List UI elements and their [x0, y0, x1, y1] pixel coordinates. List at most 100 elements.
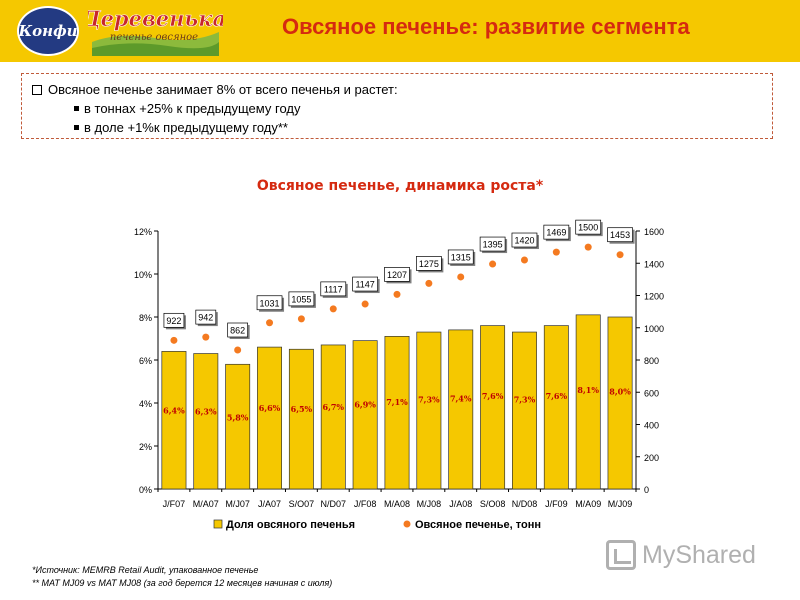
- point-value-label: 862: [230, 326, 245, 336]
- y-right-tick-label: 1600: [644, 227, 664, 237]
- summary-sub-text-tons: в тоннах +25% к предыдущему году: [84, 101, 301, 116]
- point-value-label: 1453: [610, 230, 630, 240]
- bar-share: [352, 340, 378, 490]
- x-tick-label: J/A08: [449, 499, 472, 509]
- x-tick-label: N/D07: [321, 499, 347, 509]
- y-left-tick-label: 2%: [139, 442, 152, 452]
- point-label-box: [511, 232, 538, 248]
- chart-title: Овсяное печенье, динамика роста*: [256, 178, 544, 194]
- x-tick-label: M/A09: [575, 499, 601, 509]
- bar-share: [225, 363, 251, 490]
- y-left-tick-label: 6%: [139, 356, 152, 366]
- summary-sub-text-share: в доле +1%к предыдущему году**: [84, 120, 288, 135]
- point-label-box: [195, 309, 217, 325]
- svg-text:Деревенька: Деревенька: [88, 6, 223, 31]
- bar-value-label: 7,1%: [386, 397, 408, 407]
- bar-value-label: 7,3%: [514, 395, 536, 405]
- x-tick-label: S/O07: [289, 499, 315, 509]
- bar-value-label: 6,3%: [195, 407, 217, 417]
- tonnage-point: [329, 305, 337, 313]
- point-label-box: [288, 291, 315, 307]
- tonnage-point: [234, 346, 242, 354]
- point-value-label: 1117: [324, 284, 343, 294]
- bar-value-label: 5,8%: [227, 412, 249, 422]
- header-banner: Конфи Деревенька печенье овсяное Овсяное…: [0, 0, 800, 62]
- point-value-label: 1275: [419, 259, 439, 269]
- bar-share: [575, 314, 601, 490]
- x-tick-label: M/A07: [193, 499, 219, 509]
- bar-share: [288, 348, 314, 490]
- point-label-box: [227, 322, 249, 338]
- y-right-tick-label: 1400: [644, 259, 664, 269]
- derevenka-logo: Деревенька печенье овсяное: [88, 6, 223, 56]
- point-label-box: [416, 256, 442, 271]
- y-right-tick-label: 400: [644, 421, 659, 431]
- point-value-label: 922: [166, 316, 181, 326]
- bar-share: [512, 331, 537, 490]
- tonnage-point: [552, 248, 560, 256]
- x-tick-label: N/D08: [512, 499, 538, 509]
- point-value-label: 1315: [451, 252, 471, 262]
- tonnage-point: [425, 279, 433, 287]
- x-tick-label: J/F08: [354, 499, 377, 509]
- tonnage-point: [616, 251, 624, 259]
- x-tick-label: M/J09: [608, 499, 633, 509]
- x-tick-label: M/A08: [384, 499, 410, 509]
- bar-share: [193, 353, 219, 490]
- bar-share: [448, 329, 474, 490]
- bar-share: [161, 351, 187, 490]
- point-label-box: [320, 281, 347, 297]
- legend-label-tonnage: Овсяное печенье, тонн: [415, 519, 541, 531]
- point-label-box: [352, 276, 378, 292]
- tonnage-point: [202, 333, 210, 341]
- bar-value-label: 6,5%: [291, 404, 313, 414]
- footnote-source: *Источник: MEMRB Retail Audit, упакованн…: [32, 565, 259, 575]
- y-left-tick-label: 0%: [139, 485, 152, 495]
- point-label-box: [607, 227, 633, 243]
- tonnage-point: [520, 256, 528, 264]
- bar-share: [480, 325, 506, 490]
- point-value-label: 942: [198, 313, 213, 323]
- point-value-label: 1031: [260, 298, 280, 308]
- y-right-tick-label: 1200: [644, 292, 664, 302]
- y-right-tick-label: 600: [644, 388, 659, 398]
- point-label-box: [575, 219, 602, 235]
- bar-value-label: 7,6%: [546, 391, 568, 401]
- watermark-text: MyShared: [642, 540, 756, 569]
- bar-value-label: 7,6%: [482, 391, 504, 401]
- summary-sub-line-tons: в тоннах +25% к предыдущему году: [74, 101, 300, 116]
- summary-box: Овсяное печенье занимает 8% от всего печ…: [21, 73, 773, 139]
- y-right-tick-label: 800: [644, 356, 659, 366]
- tonnage-point: [489, 260, 497, 268]
- bar-value-label: 7,3%: [418, 395, 440, 405]
- bar-value-label: 8,1%: [577, 385, 599, 395]
- y-right-tick-label: 200: [644, 453, 659, 463]
- point-value-label: 1395: [483, 240, 503, 250]
- square-bullet-icon: [74, 106, 79, 112]
- y-left-tick-label: 4%: [139, 399, 152, 409]
- bar-value-label: 7,4%: [450, 393, 472, 403]
- watermark: MyShared: [606, 535, 756, 575]
- point-label-box: [163, 312, 185, 328]
- y-right-tick-label: 1000: [644, 324, 664, 334]
- point-label-box: [384, 267, 410, 282]
- summary-main-text: Овсяное печенье занимает 8% от всего печ…: [48, 82, 398, 97]
- legend-label-share: Доля овсяного печенья: [226, 519, 355, 531]
- tonnage-point: [170, 336, 178, 344]
- point-value-label: 1147: [355, 280, 374, 290]
- x-tick-label: M/J07: [225, 499, 250, 509]
- footnote-mat: ** MAT MJ09 vs MAT MJ08 (за год берется …: [32, 578, 333, 588]
- x-tick-label: J/A07: [258, 499, 281, 509]
- tonnage-point: [266, 319, 274, 327]
- square-bullet-icon: [74, 125, 79, 131]
- bar-share: [416, 331, 442, 490]
- point-label-box: [479, 236, 506, 252]
- summary-sub-line-share: в доле +1%к предыдущему году**: [74, 120, 288, 135]
- x-tick-label: J/F09: [545, 499, 568, 509]
- bar-value-label: 6,7%: [323, 402, 345, 412]
- point-value-label: 1420: [514, 236, 534, 246]
- bar-value-label: 6,9%: [354, 399, 376, 409]
- x-tick-label: M/J08: [417, 499, 442, 509]
- y-left-tick-label: 10%: [134, 270, 152, 280]
- point-value-label: 1500: [578, 223, 598, 233]
